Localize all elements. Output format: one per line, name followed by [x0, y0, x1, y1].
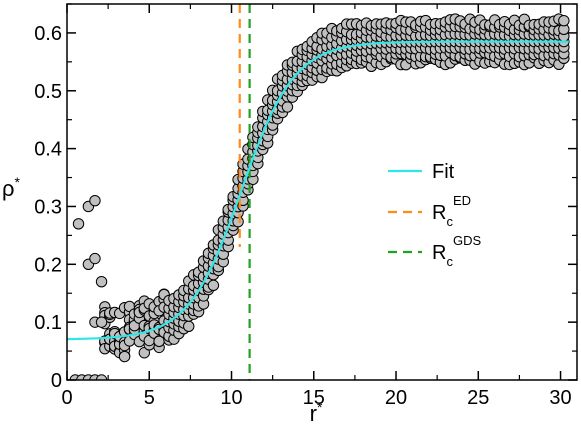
- y-tick-label: 0.6: [34, 23, 62, 45]
- y-tick-label: 0: [51, 370, 62, 392]
- y-tick-label: 0.5: [34, 81, 62, 103]
- x-tick-label: 25: [467, 387, 489, 409]
- legend: Fit RcED RcGDS: [388, 161, 481, 269]
- scatter-point: [89, 194, 101, 207]
- scatter-point: [118, 350, 131, 363]
- scatter-point: [95, 275, 108, 288]
- axis-ticks: 0 5 10 15 20 25 30 0 0.1 0.2 0.3 0.4 0.5 0.6: [34, 3, 577, 409]
- scatter-point: [72, 218, 85, 230]
- scatter-point: [183, 320, 195, 333]
- fit-curve: [67, 40, 569, 341]
- y-tick-label: 0.4: [34, 139, 62, 161]
- scatter-point: [281, 101, 294, 113]
- y-tick-label: 0.1: [34, 312, 62, 334]
- x-tick-label: 30: [549, 387, 571, 409]
- y-axis-label: ρ*: [2, 174, 21, 201]
- x-axis-label: r*: [310, 399, 323, 426]
- plot-frame: [66, 3, 578, 381]
- y-tick-label: 0.2: [34, 254, 62, 276]
- reference-lines: [238, 4, 251, 380]
- scatter-point: [207, 279, 220, 292]
- y-tick-label: 0.3: [34, 196, 62, 218]
- scatter-point: [89, 252, 101, 265]
- x-tick-label: 20: [385, 387, 407, 409]
- legend-label-rc-ed: RcED: [432, 193, 471, 229]
- scatter-points: [69, 13, 570, 380]
- scatter-point: [558, 14, 570, 27]
- x-tick-label: 15: [303, 387, 325, 409]
- legend-label-fit: Fit: [432, 161, 455, 183]
- x-tick-label: 10: [220, 387, 242, 409]
- scatter-point: [95, 316, 108, 328]
- x-tick-label: 5: [144, 387, 155, 409]
- legend-label-rc-gds: RcGDS: [432, 233, 481, 269]
- x-tick-label: 0: [61, 387, 72, 409]
